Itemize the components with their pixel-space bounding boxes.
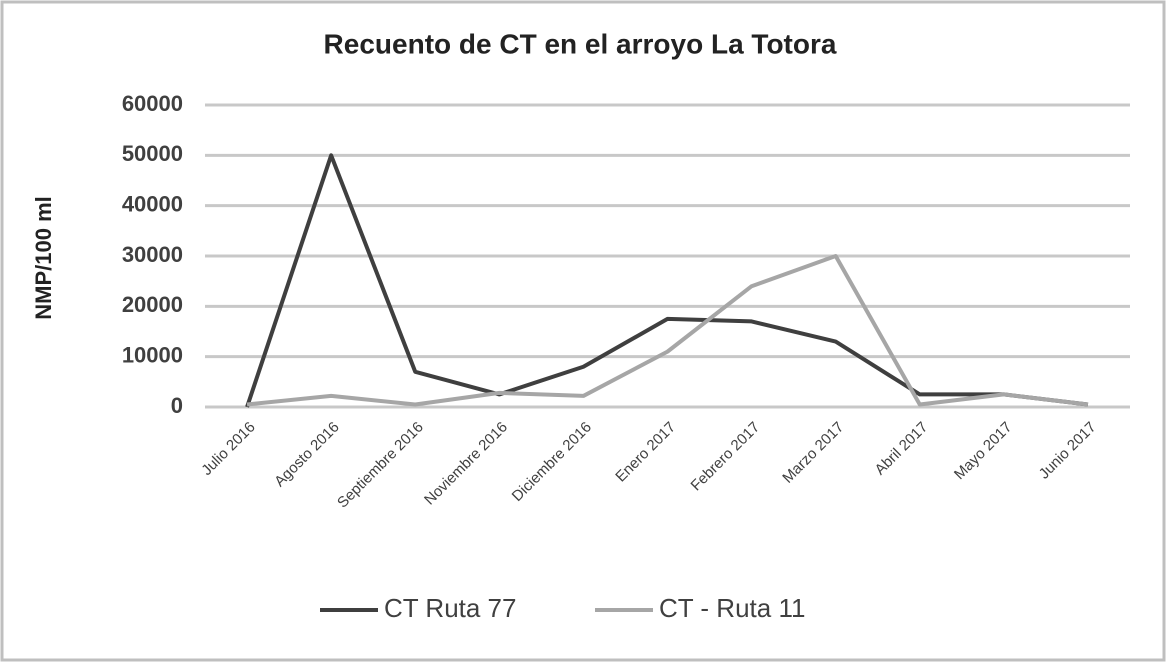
- y-tick-label: 30000: [122, 242, 183, 267]
- legend-label: CT - Ruta 11: [659, 593, 805, 623]
- y-tick-label: 60000: [122, 91, 183, 116]
- y-tick-label: 10000: [122, 342, 183, 367]
- chart-title: Recuento de CT en el arroyo La Totora: [324, 28, 837, 59]
- y-axis-label: NMP/100 ml: [31, 196, 56, 320]
- series-line: [246, 254, 1089, 407]
- series-line: [245, 153, 1089, 408]
- y-tick-label: 40000: [122, 191, 183, 216]
- legend-label: CT Ruta 77: [384, 593, 516, 623]
- y-tick-label: 0: [171, 393, 183, 418]
- y-tick-label: 20000: [122, 292, 183, 317]
- y-tick-label: 50000: [122, 141, 183, 166]
